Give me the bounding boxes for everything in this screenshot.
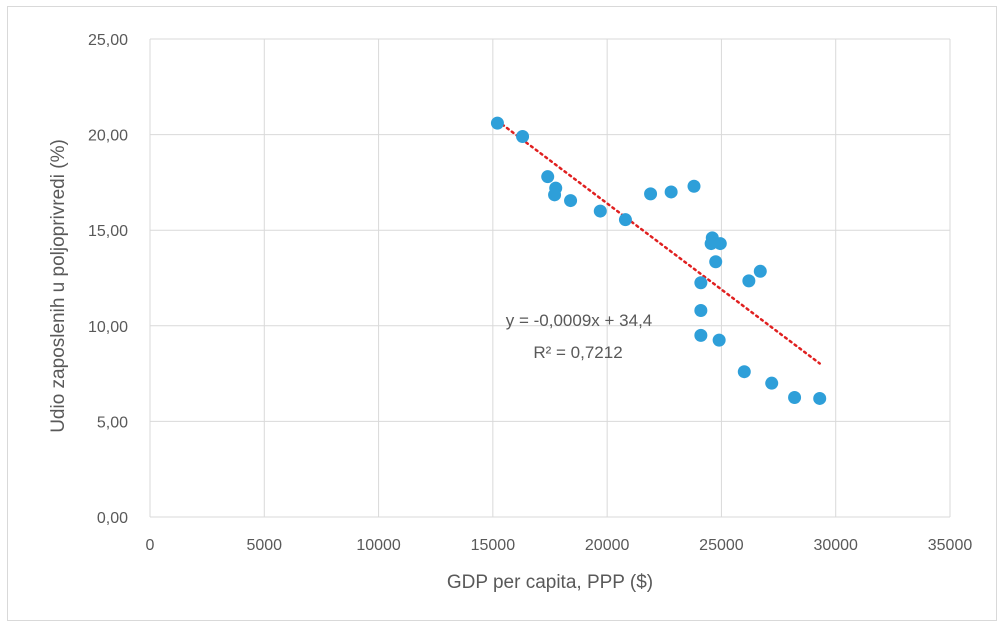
data-point xyxy=(516,130,530,144)
data-point xyxy=(742,274,756,288)
x-tick-label: 20000 xyxy=(585,537,630,554)
trendline xyxy=(496,119,821,365)
data-point xyxy=(694,276,708,290)
data-point xyxy=(548,188,562,202)
data-point xyxy=(687,179,701,193)
x-tick-label: 5000 xyxy=(246,537,282,554)
y-axis-title: Udio zaposlenih u poljoprivredi (%) xyxy=(48,139,69,433)
x-tick-label: 0 xyxy=(146,537,155,554)
x-tick-label: 15000 xyxy=(471,537,516,554)
data-point xyxy=(664,185,678,199)
y-tick-label: 15,00 xyxy=(88,223,128,240)
x-tick-label: 10000 xyxy=(356,537,401,554)
data-point xyxy=(737,365,751,379)
y-tick-labels: 0,00 5,00 10,00 15,00 20,00 25,00 xyxy=(88,32,128,527)
x-tick-label: 30000 xyxy=(813,537,858,554)
data-point xyxy=(753,264,767,278)
data-point xyxy=(564,194,578,208)
data-point xyxy=(593,204,607,218)
gridlines xyxy=(149,38,951,518)
data-point xyxy=(618,213,632,227)
data-point xyxy=(644,187,658,201)
data-point xyxy=(694,328,708,342)
y-tick-label: 0,00 xyxy=(97,510,128,527)
x-tick-label: 35000 xyxy=(928,537,973,554)
data-point xyxy=(541,170,555,184)
data-points xyxy=(490,116,827,405)
data-point xyxy=(694,304,708,318)
data-point xyxy=(490,116,504,130)
data-point xyxy=(788,391,802,404)
y-tick-label: 20,00 xyxy=(88,128,128,145)
trendline-equation: y = -0,0009x + 34,4 xyxy=(506,311,653,330)
data-point xyxy=(813,391,827,405)
data-point xyxy=(712,333,726,347)
data-point xyxy=(704,237,718,251)
y-tick-label: 10,00 xyxy=(88,319,128,336)
chart-area xyxy=(7,6,997,621)
y-tick-label: 25,00 xyxy=(88,32,128,49)
data-point xyxy=(765,376,779,390)
data-point xyxy=(713,237,727,251)
y-tick-label: 5,00 xyxy=(97,414,128,431)
x-tick-label: 25000 xyxy=(699,537,744,554)
trendline-r-squared: R² = 0,7212 xyxy=(533,343,622,362)
x-tick-labels: 0 5000 10000 15000 20000 25000 30000 35000 xyxy=(146,537,973,554)
x-axis-title: GDP per capita, PPP ($) xyxy=(447,572,653,593)
data-point xyxy=(709,255,723,269)
